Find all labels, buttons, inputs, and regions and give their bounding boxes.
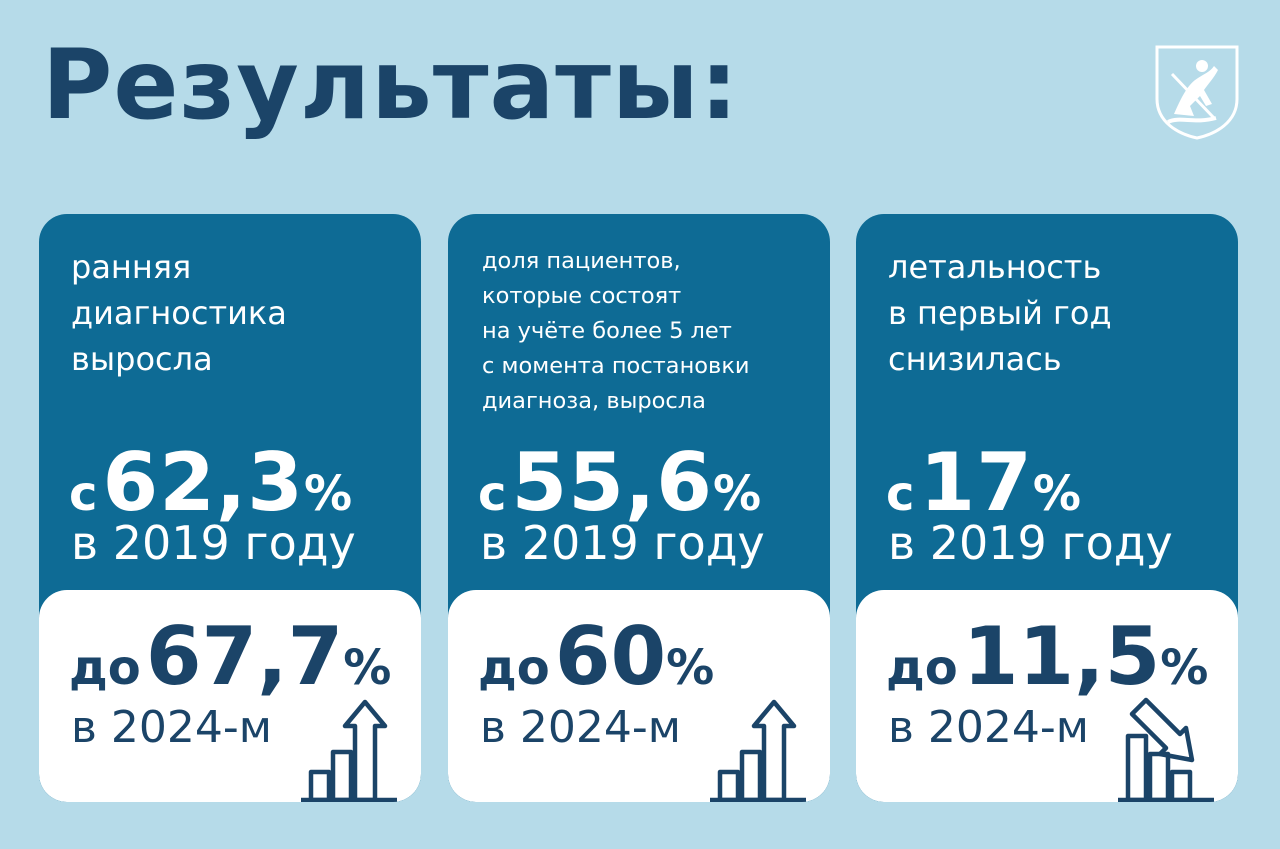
from-value: 17 [919,436,1033,529]
card-description: летальность в первый год снизилась [888,248,1112,378]
card-result-panel: до 67,7% в 2024-м [39,590,421,802]
to-year: в 2024-м [888,702,1089,753]
to-value: 60 [554,610,667,703]
from-prefix: с [69,466,98,522]
from-unit: % [1032,466,1081,522]
card-description: ранняя диагностика выросла [71,248,287,378]
to-value: 11,5 [962,610,1161,703]
to-value: 67,7 [145,610,344,703]
from-value: 62,3 [102,436,304,529]
decline-chart-icon [1118,697,1214,802]
to-year: в 2024-м [480,702,681,753]
card-result-panel: до 60% в 2024-м [448,590,830,802]
to-unit: % [666,640,715,696]
from-value-line: с 62,3% [69,436,352,529]
growth-chart-icon [301,699,397,802]
page-title: Результаты: [42,29,740,141]
to-prefix: до [69,640,141,696]
to-unit: % [1160,640,1209,696]
from-year: в 2019 году [480,516,765,570]
to-value-line: до 67,7% [69,610,391,703]
from-value-line: с 55,6% [478,436,761,529]
to-year: в 2024-м [71,702,272,753]
from-year: в 2019 году [71,516,356,570]
from-year: в 2019 году [888,516,1173,570]
growth-chart-icon [710,699,806,802]
to-prefix: до [478,640,550,696]
from-unit: % [303,466,353,522]
to-unit: % [343,640,392,696]
from-prefix: с [478,466,507,522]
to-prefix: до [886,640,958,696]
stat-card-first-year-mortality: летальность в первый год снизилась с 17%… [856,214,1238,802]
card-description: доля пациентов, которые состоят на учёте… [482,248,750,414]
stat-card-five-year-patients: доля пациентов, которые состоят на учёте… [448,214,830,802]
from-prefix: с [886,466,915,522]
stat-card-early-diagnosis: ранняя диагностика выросла с 62,3% в 201… [39,214,421,802]
moscow-coat-of-arms-icon [1155,45,1239,140]
to-value-line: до 60% [478,610,714,703]
card-result-panel: до 11,5% в 2024-м [856,590,1238,802]
from-unit: % [712,466,762,522]
to-value-line: до 11,5% [886,610,1208,703]
from-value-line: с 17% [886,436,1081,529]
from-value: 55,6 [511,436,713,529]
